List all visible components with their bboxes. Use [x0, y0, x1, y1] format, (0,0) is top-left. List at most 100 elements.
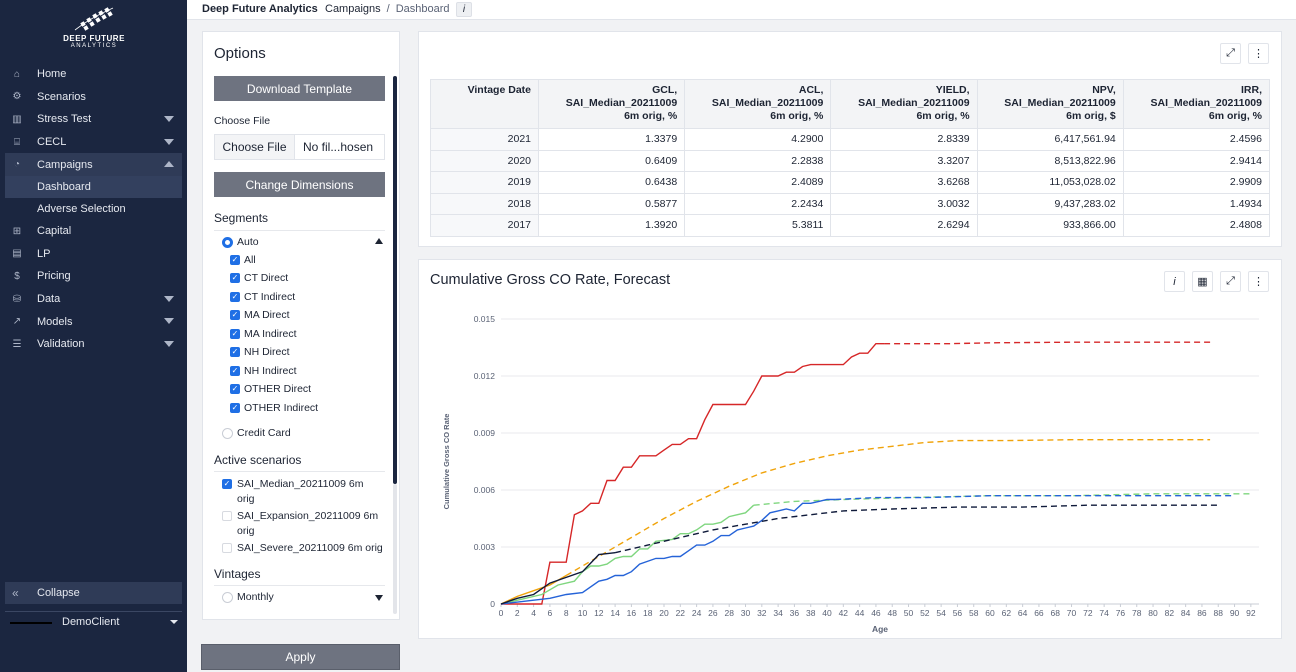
segment-label: CT Direct — [244, 272, 289, 284]
vintages-title: Vintages — [214, 567, 261, 581]
column-header[interactable]: YIELD, SAI_Median_20211009 6m orig, % — [830, 79, 978, 129]
scenario-severe-checkbox[interactable] — [222, 543, 232, 553]
column-header[interactable]: GCL, SAI_Median_20211009 6m orig, % — [537, 79, 686, 129]
sidebar-item-lp[interactable]: ▤ LP — [0, 243, 187, 266]
segment-all-checkbox[interactable]: ✓ — [230, 255, 240, 265]
sidebar-item-campaigns[interactable]: ◔ Campaigns — [5, 153, 182, 176]
column-header[interactable]: ACL, SAI_Median_20211009 6m orig, % — [684, 79, 832, 129]
options-scrollbar-track[interactable] — [393, 484, 397, 614]
segment-auto-radio[interactable] — [222, 237, 233, 248]
x-tick-label: 22 — [676, 608, 686, 618]
y-tick-label: 0.015 — [474, 314, 496, 324]
chart-card: Cumulative Gross CO Rate, Forecast i ▦ ⤢… — [418, 259, 1282, 639]
column-header[interactable]: IRR, SAI_Median_20211009 6m orig, % — [1122, 79, 1271, 129]
segment-label: OTHER Direct — [244, 383, 312, 395]
header-line: IRR, — [1241, 84, 1262, 96]
info-icon[interactable]: i — [1164, 271, 1185, 292]
header-line: 6m orig, % — [624, 110, 678, 122]
breadcrumb-dashboard: Dashboard — [395, 3, 450, 15]
active-scenarios-title: Active scenarios — [214, 453, 302, 467]
breadcrumb-campaigns[interactable]: Campaigns — [325, 3, 381, 15]
client-selector[interactable]: DemoClient — [5, 611, 182, 631]
sidebar-item-cecl[interactable]: ⌸ CECL — [0, 131, 187, 154]
column-header[interactable]: Vintage Date — [430, 79, 539, 129]
table-cell: 2020 — [430, 149, 539, 172]
y-tick-label: 0.003 — [474, 542, 496, 552]
info-icon[interactable]: i — [456, 2, 472, 17]
choose-file-button[interactable]: Choose File — [215, 135, 295, 159]
x-tick-label: 10 — [578, 608, 588, 618]
table-cell: 11,053,028.02 — [976, 171, 1124, 194]
x-tick-label: 84 — [1181, 608, 1191, 618]
segment-other-direct-checkbox[interactable]: ✓ — [230, 384, 240, 394]
sidebar-item-label: Models — [37, 315, 73, 328]
segment-nh-direct-checkbox[interactable]: ✓ — [230, 347, 240, 357]
table-row: 2018 0.5877 2.2434 3.0032 9,437,283.02 1.4934 — [430, 192, 1271, 215]
sidebar-item-home[interactable]: ⌂ Home — [0, 63, 187, 86]
options-panel: Options Download Template Choose File Ch… — [202, 31, 400, 620]
download-template-button[interactable]: Download Template — [214, 76, 385, 101]
chevron-down-icon — [164, 295, 174, 302]
checkered-flag-icon — [74, 7, 114, 31]
segment-ct-direct-checkbox[interactable]: ✓ — [230, 273, 240, 283]
sidebar-item-scenarios[interactable]: ⚙ Scenarios — [0, 86, 187, 109]
sidebar-item-pricing[interactable]: $ Pricing — [0, 265, 187, 288]
bank-icon: ▥ — [12, 113, 22, 125]
list-icon: ☰ — [12, 338, 22, 350]
table-cell: 2021 — [430, 128, 539, 151]
file-input[interactable]: Choose File No fil...hosen — [214, 134, 385, 160]
sidebar-item-models[interactable]: ↗ Models — [0, 310, 187, 333]
x-tick-label: 76 — [1116, 608, 1126, 618]
segment-other-indirect-checkbox[interactable]: ✓ — [230, 403, 240, 413]
more-vertical-icon[interactable]: ⋮ — [1248, 43, 1269, 64]
change-dimensions-button[interactable]: Change Dimensions — [214, 172, 385, 197]
x-tick-label: 80 — [1148, 608, 1158, 618]
chevron-up-icon[interactable] — [375, 238, 383, 244]
more-vertical-icon[interactable]: ⋮ — [1248, 271, 1269, 292]
apply-button[interactable]: Apply — [201, 644, 400, 670]
caret-down-icon — [170, 620, 178, 624]
sidebar: DEEP FUTURE ANALYTICS ⌂ Home ⚙ Scenarios… — [0, 0, 187, 672]
header-line: SAI_Median_20211009 — [1004, 97, 1116, 109]
credit-card-radio[interactable] — [222, 428, 233, 439]
segment-ct-indirect-checkbox[interactable]: ✓ — [230, 292, 240, 302]
header-line: Vintage Date — [467, 84, 531, 96]
x-tick-label: 50 — [904, 608, 914, 618]
sidebar-item-stress-test[interactable]: ▥ Stress Test — [0, 108, 187, 131]
options-title: Options — [214, 45, 266, 62]
double-chevron-left-icon: « — [12, 586, 19, 600]
sidebar-item-validation[interactable]: ☰ Validation — [0, 333, 187, 356]
header-line: YIELD, — [935, 84, 970, 96]
series-forecast-line — [884, 341, 1211, 345]
column-header[interactable]: NPV, SAI_Median_20211009 6m orig, $ — [976, 79, 1124, 129]
options-scrollbar-thumb[interactable] — [393, 76, 397, 484]
segment-ma-indirect-checkbox[interactable]: ✓ — [230, 329, 240, 339]
x-tick-label: 40 — [822, 608, 832, 618]
table-icon[interactable]: ▦ — [1192, 271, 1213, 292]
divider — [214, 230, 385, 231]
chevron-down-icon[interactable] — [375, 595, 383, 601]
scenario-expansion-checkbox[interactable] — [222, 511, 232, 521]
expand-icon[interactable]: ⤢ — [1220, 271, 1241, 292]
segment-nh-indirect-checkbox[interactable]: ✓ — [230, 366, 240, 376]
sidebar-subitem-adverse-selection[interactable]: Adverse Selection — [37, 202, 126, 215]
chevron-down-icon — [164, 340, 174, 347]
segment-ma-direct-checkbox[interactable]: ✓ — [230, 310, 240, 320]
expand-icon[interactable]: ⤢ — [1220, 43, 1241, 64]
divider — [214, 471, 385, 472]
app-name: Deep Future Analytics — [202, 3, 318, 15]
header-line: SAI_Median_20211009 — [1150, 97, 1263, 109]
segment-label: MA Indirect — [244, 328, 297, 340]
collapse-sidebar-button[interactable]: « Collapse — [5, 582, 182, 604]
table-cell: 0.6409 — [537, 149, 686, 172]
sidebar-item-data[interactable]: ⛁ Data — [0, 288, 187, 311]
table-cell: 4.2900 — [684, 128, 832, 151]
scenario-median-checkbox[interactable]: ✓ — [222, 479, 232, 489]
sidebar-subitem-dashboard[interactable]: Dashboard — [5, 175, 182, 198]
table-cell: 8,513,822.96 — [976, 149, 1124, 172]
header-line: GCL, — [652, 84, 678, 96]
vintage-monthly-radio[interactable] — [222, 592, 233, 603]
sidebar-item-capital[interactable]: ⊞ Capital — [0, 220, 187, 243]
x-tick-label: 56 — [953, 608, 963, 618]
database-icon: ⛁ — [12, 293, 22, 305]
